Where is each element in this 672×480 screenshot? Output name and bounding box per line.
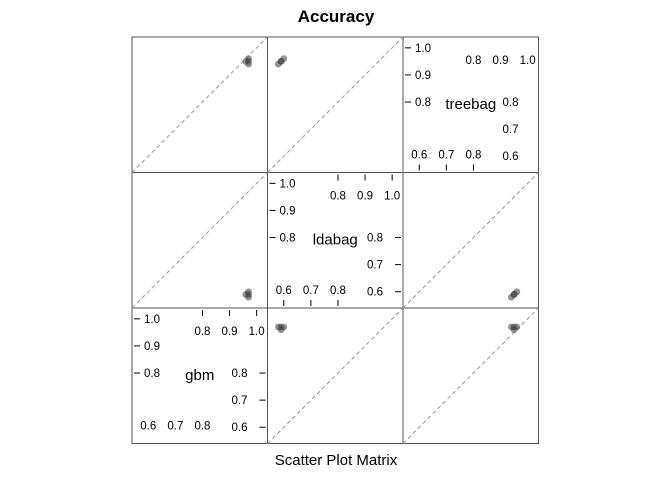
tick-label-top-ldabag-0: 0.8 — [330, 191, 346, 203]
chart-title: Accuracy — [298, 7, 375, 26]
tick-label-right-lower-treebag-0: 0.6 — [503, 151, 519, 163]
tick-label-left-upper-ldabag-2: 1.0 — [280, 178, 296, 190]
tick-label-left-upper-treebag-2: 1.0 — [415, 43, 431, 55]
x-axis-label: Scatter Plot Matrix — [275, 452, 398, 469]
tick-label-top-gbm-0: 0.8 — [194, 326, 210, 338]
tick-label-bottom-lower-gbm-1: 0.7 — [167, 421, 183, 433]
point-ldabag-vs-gbm-3 — [245, 293, 252, 301]
tick-label-top-gbm-2: 1.0 — [249, 326, 265, 338]
point-treebag-vs-gbm-3 — [245, 60, 252, 68]
tick-label-top-treebag-0: 0.8 — [465, 55, 481, 67]
reference-line-ldabag-vs-gbm — [131, 172, 268, 309]
tick-label-right-lower-gbm-1: 0.7 — [232, 395, 248, 407]
tick-label-left-upper-gbm-2: 1.0 — [144, 314, 160, 326]
point-ldabag-vs-treebag-3 — [508, 293, 515, 301]
tick-label-top-ldabag-2: 1.0 — [384, 191, 400, 203]
tick-label-right-lower-gbm-2: 0.8 — [232, 368, 248, 380]
diagonal-label-treebag: treebag — [445, 96, 496, 113]
tick-label-bottom-lower-ldabag-1: 0.7 — [303, 285, 319, 297]
tick-label-right-lower-ldabag-2: 0.8 — [367, 233, 383, 245]
tick-label-left-upper-treebag-0: 0.8 — [415, 97, 431, 109]
tick-label-top-ldabag-1: 0.9 — [357, 191, 373, 203]
tick-label-left-upper-gbm-0: 0.8 — [144, 368, 160, 380]
tick-label-top-treebag-1: 0.9 — [493, 55, 509, 67]
tick-label-top-treebag-2: 1.0 — [520, 55, 536, 67]
point-gbm-vs-treebag-3 — [508, 323, 515, 331]
tick-label-bottom-lower-treebag-0: 0.6 — [411, 150, 427, 162]
tick-label-top-gbm-1: 0.9 — [222, 326, 238, 338]
tick-label-left-upper-ldabag-0: 0.8 — [280, 233, 296, 245]
point-treebag-vs-ldabag-3 — [274, 60, 282, 68]
tick-label-bottom-lower-gbm-0: 0.6 — [140, 421, 156, 433]
tick-label-right-lower-gbm-0: 0.6 — [232, 422, 248, 434]
tick-label-left-upper-ldabag-1: 0.9 — [280, 205, 296, 217]
diagonal-label-gbm: gbm — [185, 367, 214, 384]
panel-frame-2-2 — [402, 307, 539, 444]
tick-label-right-lower-treebag-2: 0.8 — [503, 97, 519, 109]
reference-line-treebag-vs-ldabag — [267, 36, 404, 173]
tick-label-left-upper-treebag-1: 0.9 — [415, 70, 431, 82]
tick-label-bottom-lower-ldabag-0: 0.6 — [276, 285, 292, 297]
reference-line-gbm-vs-ldabag — [267, 307, 404, 444]
tick-label-bottom-lower-treebag-1: 0.7 — [438, 150, 454, 162]
point-gbm-vs-ldabag-3 — [274, 323, 282, 331]
reference-line-gbm-vs-treebag — [402, 307, 539, 444]
tick-label-right-lower-ldabag-0: 0.6 — [367, 287, 383, 299]
tick-label-bottom-lower-treebag-2: 0.8 — [465, 150, 481, 162]
tick-label-bottom-lower-gbm-2: 0.8 — [194, 421, 210, 433]
tick-label-right-lower-treebag-1: 0.7 — [503, 124, 519, 136]
diagonal-label-ldabag: ldabag — [313, 231, 358, 248]
panels: treebag 0.8 0.9 1.0 0.8 0.9 1.0 0.6 0.7 0.8 0.6 0.7… — [131, 36, 539, 444]
tick-label-bottom-lower-ldabag-2: 0.8 — [330, 285, 346, 297]
reference-line-treebag-vs-gbm — [131, 36, 268, 173]
tick-label-left-upper-gbm-1: 0.9 — [144, 341, 160, 353]
tick-label-right-lower-ldabag-1: 0.7 — [367, 260, 383, 272]
reference-line-ldabag-vs-treebag — [402, 172, 539, 309]
